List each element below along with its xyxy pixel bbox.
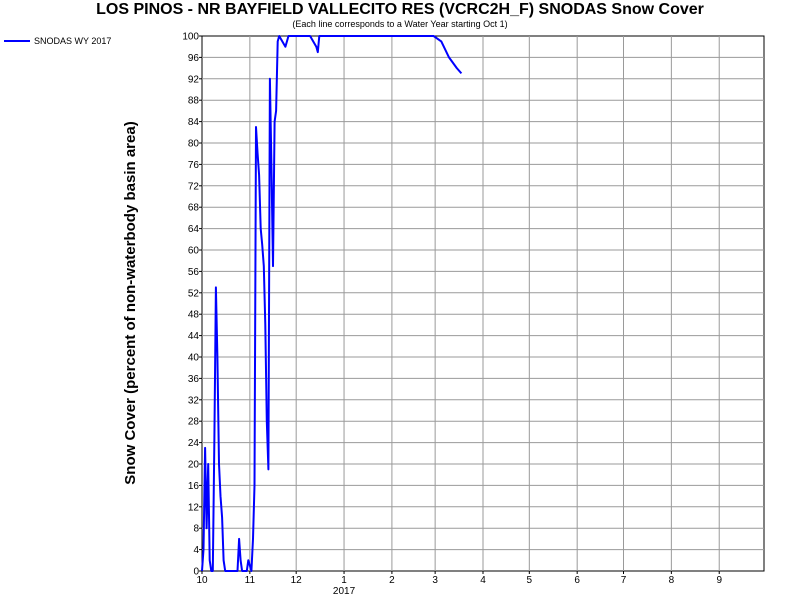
y-tick-label: 48 xyxy=(188,310,200,321)
legend-label: SNODAS WY 2017 xyxy=(34,36,112,46)
y-tick-label: 60 xyxy=(188,246,200,257)
y-tick-label: 4 xyxy=(193,545,199,556)
x-tick-label: 4 xyxy=(480,575,486,586)
y-axis-label: Snow Cover (percent of non-waterbody bas… xyxy=(122,121,139,484)
y-tick-label: 64 xyxy=(188,224,200,235)
y-tick-label: 56 xyxy=(188,267,200,278)
y-tick-label: 68 xyxy=(188,203,200,214)
y-tick-label: 0 xyxy=(193,567,199,578)
y-tick-label: 28 xyxy=(188,417,200,428)
legend: SNODAS WY 2017 xyxy=(4,36,111,46)
y-tick-label: 52 xyxy=(188,288,200,299)
y-tick-label: 44 xyxy=(188,331,200,342)
y-tick-label: 96 xyxy=(188,53,200,64)
x-tick-label: 11 xyxy=(245,575,256,586)
x-tick-label: 5 xyxy=(527,575,533,586)
series-group xyxy=(201,35,463,572)
y-tick-label: 40 xyxy=(188,353,200,364)
y-tick-label: 8 xyxy=(193,524,199,535)
series-line xyxy=(201,35,463,572)
legend-swatch xyxy=(4,40,30,42)
y-tick-label: 80 xyxy=(188,139,200,150)
y-tick-label: 36 xyxy=(188,374,200,385)
x-year-label: 2017 xyxy=(333,586,356,597)
y-tick-label: 100 xyxy=(182,32,199,43)
y-tick-label: 12 xyxy=(188,502,200,513)
y-axis-ticks: 0481216202428323640444852566064687276808… xyxy=(182,32,202,578)
x-tick-label: 7 xyxy=(621,575,627,586)
x-tick-label: 2 xyxy=(389,575,395,586)
chart-title: LOS PINOS - NR BAYFIELD VALLECITO RES (V… xyxy=(96,1,704,18)
y-tick-label: 76 xyxy=(188,160,200,171)
y-tick-label: 88 xyxy=(188,96,200,107)
x-tick-label: 3 xyxy=(432,575,438,586)
y-tick-label: 72 xyxy=(188,181,200,192)
y-tick-label: 16 xyxy=(188,481,200,492)
y-tick-label: 84 xyxy=(188,117,200,128)
y-tick-label: 20 xyxy=(188,460,200,471)
chart-subtitle: (Each line corresponds to a Water Year s… xyxy=(292,19,508,29)
x-tick-label: 8 xyxy=(669,575,675,586)
grid xyxy=(202,36,764,571)
x-tick-label: 12 xyxy=(291,575,303,586)
y-tick-label: 24 xyxy=(188,438,200,449)
y-tick-label: 92 xyxy=(188,74,200,85)
x-tick-label: 10 xyxy=(196,575,208,586)
x-tick-label: 1 xyxy=(341,575,347,586)
y-tick-label: 32 xyxy=(188,395,200,406)
x-tick-label: 9 xyxy=(716,575,722,586)
x-tick-label: 6 xyxy=(574,575,580,586)
